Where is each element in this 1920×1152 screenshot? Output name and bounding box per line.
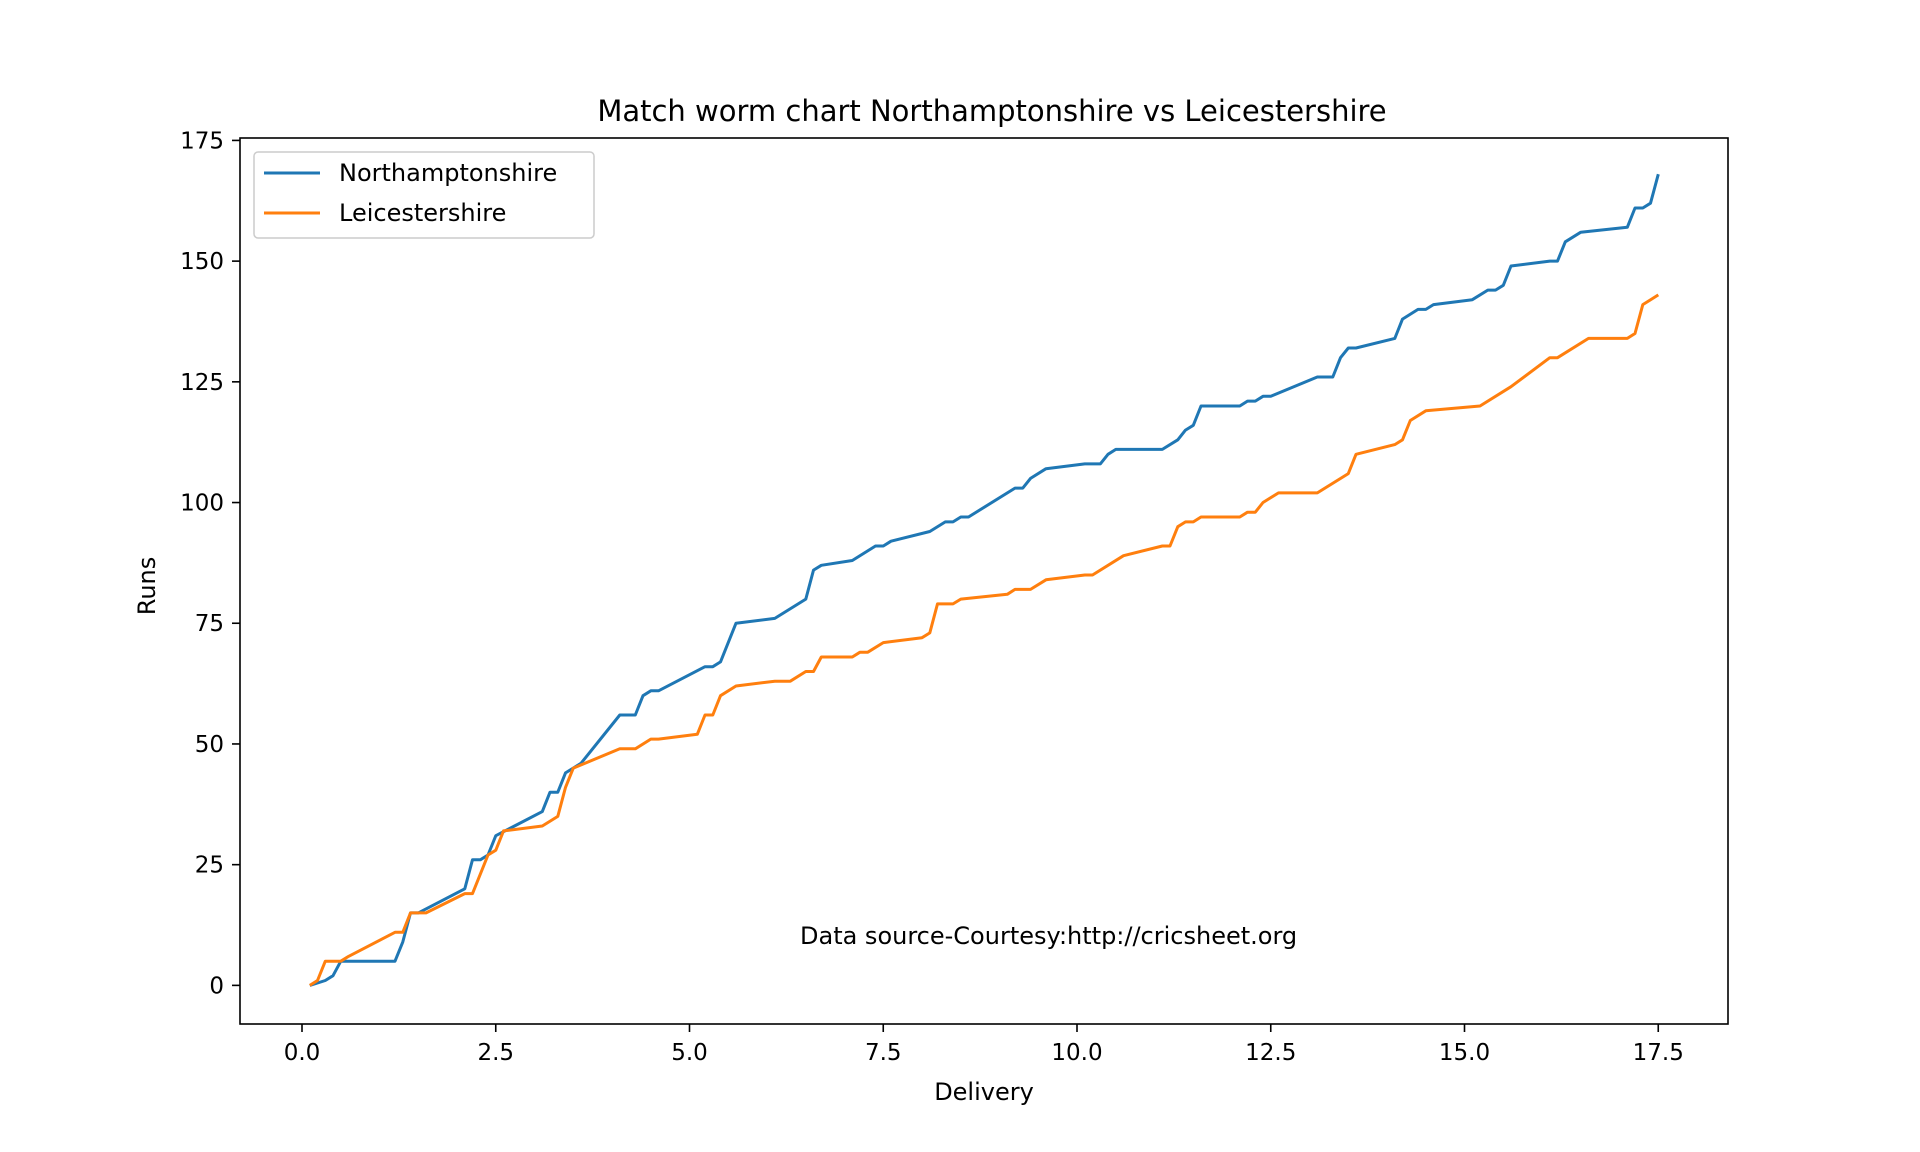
x-tick-label: 17.5 — [1633, 1040, 1684, 1066]
series-line-northamptonshire — [309, 173, 1660, 987]
legend-label-northamptonshire: Northamptonshire — [339, 159, 557, 187]
x-tick-label: 15.0 — [1439, 1040, 1490, 1066]
y-tick-label: 100 — [180, 491, 224, 517]
x-tick-label: 12.5 — [1245, 1040, 1296, 1066]
x-tick-label: 7.5 — [865, 1040, 902, 1066]
y-tick-label: 125 — [180, 370, 224, 396]
y-tick-label: 0 — [209, 973, 224, 999]
y-tick-label: 175 — [180, 128, 224, 154]
x-tick-label: 2.5 — [477, 1040, 514, 1066]
legend-label-leicestershire: Leicestershire — [339, 199, 506, 227]
plot-area — [239, 137, 1729, 1025]
y-axis: 0 25 50 75 100 125 150 175 — [180, 128, 240, 999]
y-tick-label: 150 — [180, 249, 224, 275]
y-tick-label: 25 — [195, 853, 224, 879]
y-axis-label: Runs — [133, 557, 161, 616]
data-source-annotation: Data source-Courtesy:http://cricsheet.or… — [800, 922, 1297, 950]
series-line-leicestershire — [308, 293, 1660, 987]
y-tick-label: 50 — [195, 732, 224, 758]
chart-title: Match worm chart Northamptonshire vs Lei… — [597, 94, 1386, 128]
x-tick-label: 0.0 — [284, 1040, 321, 1066]
x-axis: 0.0 2.5 5.0 7.5 10.0 12.5 15.0 17.5 — [284, 1024, 1684, 1066]
x-axis-label: Delivery — [934, 1078, 1034, 1106]
x-tick-label: 5.0 — [671, 1040, 708, 1066]
y-tick-label: 75 — [195, 611, 224, 637]
x-tick-label: 10.0 — [1051, 1040, 1102, 1066]
series-lines — [308, 173, 1660, 987]
legend: Northamptonshire Leicestershire — [253, 151, 595, 239]
legend-box — [253, 151, 595, 239]
